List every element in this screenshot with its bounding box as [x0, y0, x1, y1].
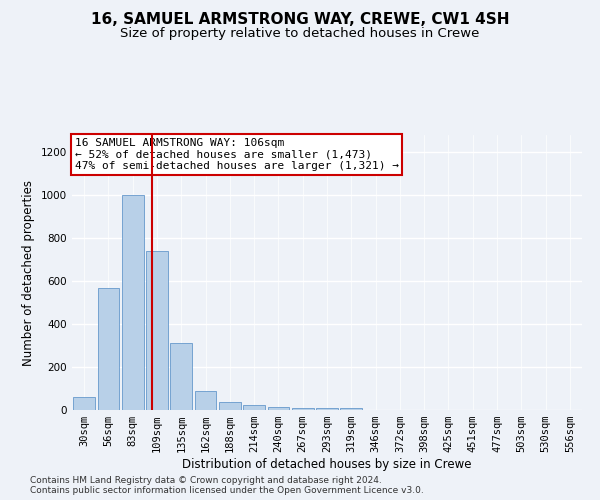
Y-axis label: Number of detached properties: Number of detached properties — [22, 180, 35, 366]
Bar — [340, 408, 362, 410]
Bar — [243, 406, 265, 410]
X-axis label: Distribution of detached houses by size in Crewe: Distribution of detached houses by size … — [182, 458, 472, 471]
Bar — [73, 397, 95, 410]
Bar — [194, 390, 217, 410]
Bar — [170, 344, 192, 410]
Bar — [122, 195, 143, 410]
Bar — [97, 288, 119, 410]
Bar — [292, 408, 314, 410]
Text: Size of property relative to detached houses in Crewe: Size of property relative to detached ho… — [121, 28, 479, 40]
Text: 16, SAMUEL ARMSTRONG WAY, CREWE, CW1 4SH: 16, SAMUEL ARMSTRONG WAY, CREWE, CW1 4SH — [91, 12, 509, 28]
Text: Contains HM Land Registry data © Crown copyright and database right 2024.
Contai: Contains HM Land Registry data © Crown c… — [30, 476, 424, 495]
Text: 16 SAMUEL ARMSTRONG WAY: 106sqm
← 52% of detached houses are smaller (1,473)
47%: 16 SAMUEL ARMSTRONG WAY: 106sqm ← 52% of… — [74, 138, 398, 171]
Bar — [146, 251, 168, 410]
Bar — [268, 407, 289, 410]
Bar — [219, 402, 241, 410]
Bar — [316, 408, 338, 410]
